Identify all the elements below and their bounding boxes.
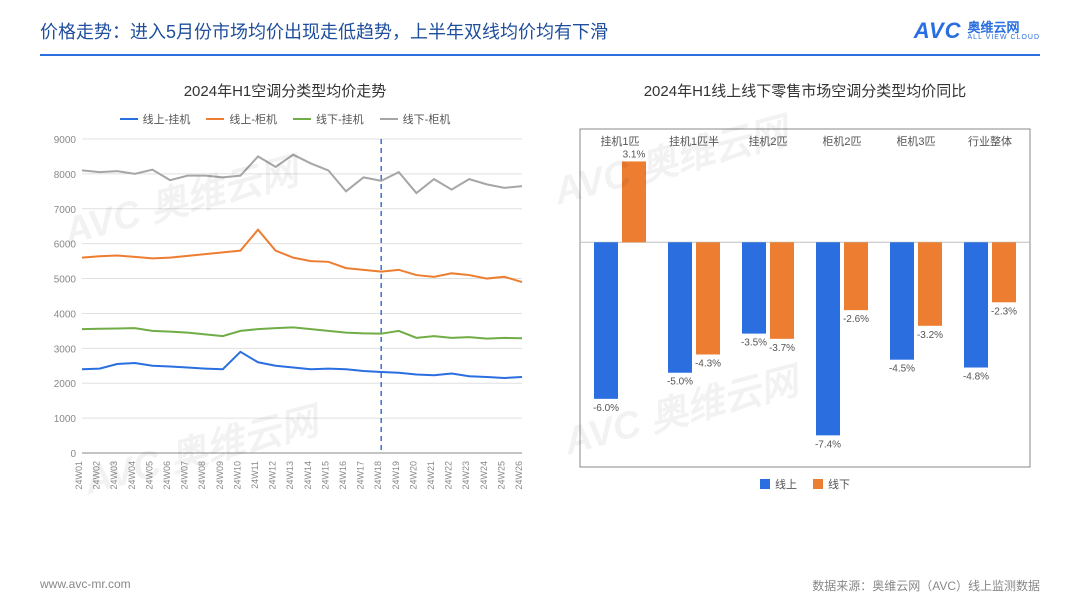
svg-text:3000: 3000 bbox=[54, 344, 77, 355]
bar-chart-title: 2024年H1线上线下零售市场空调分类型均价同比 bbox=[560, 80, 1050, 101]
svg-text:24W22: 24W22 bbox=[444, 461, 454, 490]
legend-item: 线上-柜机 bbox=[206, 111, 277, 127]
svg-text:24W05: 24W05 bbox=[144, 461, 154, 490]
svg-text:2000: 2000 bbox=[54, 379, 77, 390]
svg-text:24W15: 24W15 bbox=[320, 461, 330, 490]
svg-text:-7.4%: -7.4% bbox=[815, 439, 841, 450]
logo-en: ALL VIEW CLOUD bbox=[968, 34, 1040, 41]
svg-text:0: 0 bbox=[70, 449, 76, 460]
svg-text:24W03: 24W03 bbox=[109, 461, 119, 490]
svg-text:24W02: 24W02 bbox=[92, 461, 102, 490]
logo-mark: AVC bbox=[914, 18, 962, 44]
svg-text:4000: 4000 bbox=[54, 309, 77, 320]
svg-text:-4.5%: -4.5% bbox=[889, 364, 915, 375]
footer: www.avc-mr.com 数据来源：奥维云网（AVC）线上监测数据 bbox=[40, 577, 1040, 594]
footer-url: www.avc-mr.com bbox=[40, 577, 131, 594]
legend-swatch bbox=[380, 118, 398, 121]
svg-text:-2.3%: -2.3% bbox=[991, 306, 1017, 317]
svg-text:24W12: 24W12 bbox=[268, 461, 278, 490]
svg-text:6000: 6000 bbox=[54, 240, 77, 251]
svg-text:24W18: 24W18 bbox=[373, 461, 383, 490]
legend-swatch bbox=[206, 118, 224, 121]
svg-text:24W26: 24W26 bbox=[514, 461, 524, 490]
legend-label: 线下 bbox=[828, 476, 850, 492]
svg-text:行业整体: 行业整体 bbox=[968, 134, 1012, 148]
bar-chart-panel: 2024年H1线上线下零售市场空调分类型均价同比 挂机1匹 -6.0% 3.1% 挂机… bbox=[560, 80, 1050, 518]
svg-text:-4.8%: -4.8% bbox=[963, 372, 989, 383]
svg-text:24W17: 24W17 bbox=[356, 461, 366, 490]
legend-label: 线下-柜机 bbox=[403, 111, 451, 127]
svg-text:7000: 7000 bbox=[54, 205, 77, 216]
legend-label: 线上-柜机 bbox=[229, 111, 277, 127]
svg-text:柜机2匹: 柜机2匹 bbox=[822, 134, 861, 148]
svg-text:9000: 9000 bbox=[54, 135, 77, 146]
legend-swatch bbox=[760, 479, 770, 489]
legend-item: 线下 bbox=[813, 476, 850, 492]
svg-text:24W08: 24W08 bbox=[197, 461, 207, 490]
svg-text:-3.5%: -3.5% bbox=[741, 338, 767, 349]
svg-text:24W24: 24W24 bbox=[479, 461, 489, 490]
svg-text:挂机1匹: 挂机1匹 bbox=[600, 134, 639, 148]
svg-text:24W21: 24W21 bbox=[426, 461, 436, 490]
svg-text:24W23: 24W23 bbox=[461, 461, 471, 490]
legend-swatch bbox=[293, 118, 311, 121]
svg-text:24W04: 24W04 bbox=[127, 461, 137, 490]
svg-text:柜机3匹: 柜机3匹 bbox=[896, 134, 935, 148]
svg-text:-6.0%: -6.0% bbox=[593, 403, 619, 414]
svg-text:24W19: 24W19 bbox=[391, 461, 401, 490]
line-chart-title: 2024年H1空调分类型均价走势 bbox=[40, 80, 530, 101]
svg-text:-3.7%: -3.7% bbox=[769, 343, 795, 354]
header: 价格走势：进入5月份市场均价出现走低趋势，上半年双线均价均有下滑 AVC 奥维云… bbox=[0, 0, 1080, 54]
bar-chart-svg: 挂机1匹-6.0%3.1%挂机1匹半-5.0%-4.3%挂机2匹-3.5%-3.… bbox=[560, 111, 1050, 471]
logo-cn: 奥维云网 bbox=[968, 21, 1040, 34]
line-chart-legend: 线上-挂机 线上-柜机 线下-挂机 线下-柜机 bbox=[40, 111, 530, 127]
svg-text:1000: 1000 bbox=[54, 414, 77, 425]
svg-text:24W20: 24W20 bbox=[408, 461, 418, 490]
line-chart-panel: 2024年H1空调分类型均价走势 线上-挂机 线上-柜机 线下-挂机 线下-柜机 0 1… bbox=[40, 80, 530, 518]
legend-item: 线上 bbox=[760, 476, 797, 492]
svg-text:24W14: 24W14 bbox=[303, 461, 313, 490]
page-title: 价格走势：进入5月份市场均价出现走低趋势，上半年双线均价均有下滑 bbox=[40, 18, 914, 44]
svg-text:24W07: 24W07 bbox=[180, 461, 190, 490]
footer-source: 数据来源：奥维云网（AVC）线上监测数据 bbox=[812, 577, 1040, 594]
legend-label: 线上 bbox=[775, 476, 797, 492]
logo: AVC 奥维云网 ALL VIEW CLOUD bbox=[914, 18, 1040, 44]
svg-text:24W01: 24W01 bbox=[74, 461, 84, 490]
legend-item: 线下-柜机 bbox=[380, 111, 451, 127]
svg-text:24W10: 24W10 bbox=[232, 461, 242, 490]
legend-label: 线上-挂机 bbox=[143, 111, 191, 127]
svg-text:8000: 8000 bbox=[54, 170, 77, 181]
svg-text:3.1%: 3.1% bbox=[623, 149, 646, 160]
svg-text:24W13: 24W13 bbox=[285, 461, 295, 490]
svg-text:-4.3%: -4.3% bbox=[695, 358, 721, 369]
svg-text:挂机2匹: 挂机2匹 bbox=[748, 134, 787, 148]
legend-swatch bbox=[813, 479, 823, 489]
svg-text:-2.6%: -2.6% bbox=[843, 314, 869, 325]
legend-swatch bbox=[120, 118, 138, 121]
bar-chart-legend: 线上 线下 bbox=[560, 476, 1050, 492]
svg-text:挂机1匹半: 挂机1匹半 bbox=[669, 134, 719, 148]
svg-text:24W16: 24W16 bbox=[338, 461, 348, 490]
legend-item: 线下-挂机 bbox=[293, 111, 364, 127]
svg-text:-5.0%: -5.0% bbox=[667, 377, 693, 388]
svg-text:5000: 5000 bbox=[54, 275, 77, 286]
legend-label: 线下-挂机 bbox=[316, 111, 364, 127]
svg-text:24W06: 24W06 bbox=[162, 461, 172, 490]
line-chart-svg: 0 1000 2000 3000 4000 5000 6000 7000 8000 9000 24W… bbox=[40, 133, 530, 513]
svg-text:-3.2%: -3.2% bbox=[917, 330, 943, 341]
legend-item: 线上-挂机 bbox=[120, 111, 191, 127]
svg-text:24W25: 24W25 bbox=[496, 461, 506, 490]
svg-text:24W11: 24W11 bbox=[250, 461, 260, 489]
svg-text:24W09: 24W09 bbox=[215, 461, 225, 490]
